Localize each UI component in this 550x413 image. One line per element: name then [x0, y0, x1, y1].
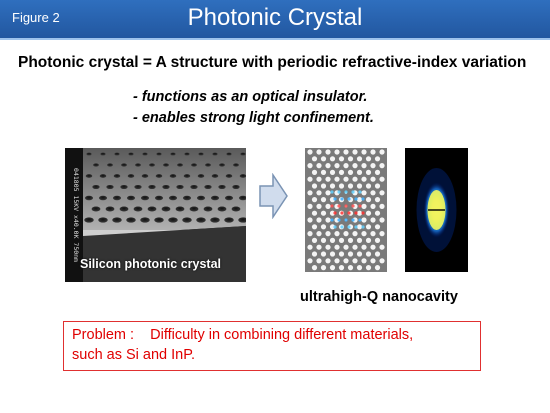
- sem-side-label: 041805 15KV x40.0K 750nm: [72, 168, 80, 262]
- sem-caption: Silicon photonic crystal: [80, 257, 221, 271]
- bullet-light-confinement: - enables strong light confinement.: [133, 110, 374, 126]
- field-profile-image: [405, 148, 468, 272]
- sem-micrograph: 041805 15KV x40.0K 750nm: [65, 148, 246, 282]
- problem-line-1: Problem : Difficulty in combining differ…: [72, 327, 414, 343]
- figure-label: Figure 2: [12, 10, 60, 25]
- nanocavity-lattice: [305, 148, 387, 272]
- field-profile: [405, 148, 468, 272]
- problem-line-2: such as Si and InP.: [72, 347, 196, 363]
- right-arrow-icon: [259, 173, 288, 219]
- sem-image: 041805 15KV x40.0K 750nm: [65, 148, 246, 282]
- nanocavity-label: ultrahigh-Q nanocavity: [300, 289, 458, 305]
- definition-text: Photonic crystal = A structure with peri…: [18, 54, 527, 71]
- title-bar: Figure 2 Photonic Crystal: [0, 0, 550, 40]
- problem-box: Problem : Difficulty in combining differ…: [63, 321, 481, 371]
- lattice-image: [305, 148, 387, 272]
- bullet-optical-insulator: - functions as an optical insulator.: [133, 89, 368, 105]
- slide-title: Photonic Crystal: [187, 4, 363, 31]
